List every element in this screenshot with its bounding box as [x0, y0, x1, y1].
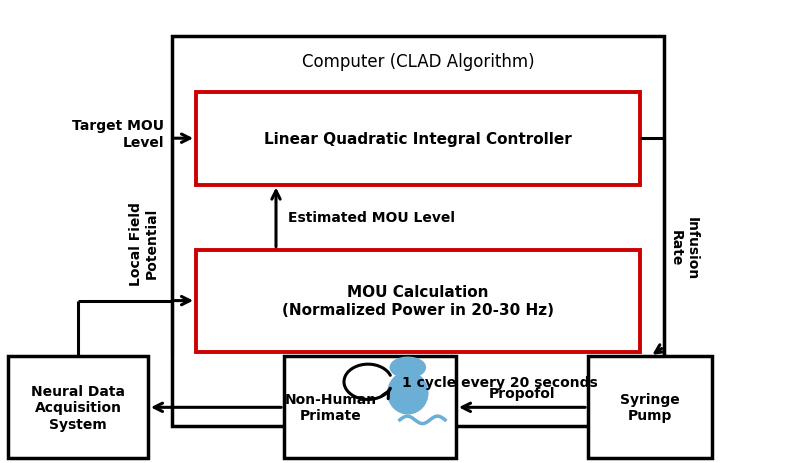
Text: Local Field
Potential: Local Field Potential [129, 201, 159, 285]
Text: 1 cycle every 20 seconds: 1 cycle every 20 seconds [402, 375, 598, 389]
FancyBboxPatch shape [284, 357, 456, 458]
FancyBboxPatch shape [172, 37, 664, 426]
Text: Propofol: Propofol [489, 387, 555, 400]
Text: Computer (CLAD Algorithm): Computer (CLAD Algorithm) [302, 53, 534, 71]
Text: Estimated MOU Level: Estimated MOU Level [288, 211, 455, 225]
Text: Infusion
Rate: Infusion Rate [669, 216, 699, 279]
Text: Neural Data
Acquisition
System: Neural Data Acquisition System [31, 384, 125, 431]
FancyBboxPatch shape [196, 250, 640, 352]
Ellipse shape [388, 372, 428, 414]
FancyBboxPatch shape [196, 93, 640, 185]
FancyBboxPatch shape [588, 357, 712, 458]
Text: Target MOU
Level: Target MOU Level [72, 119, 164, 150]
Text: Non-Human
Primate: Non-Human Primate [284, 392, 377, 423]
Text: Syringe
Pump: Syringe Pump [620, 392, 680, 423]
Text: MOU Calculation
(Normalized Power in 20-30 Hz): MOU Calculation (Normalized Power in 20-… [282, 285, 554, 317]
Circle shape [390, 357, 426, 378]
FancyBboxPatch shape [8, 357, 148, 458]
Text: Linear Quadratic Integral Controller: Linear Quadratic Integral Controller [264, 131, 572, 146]
